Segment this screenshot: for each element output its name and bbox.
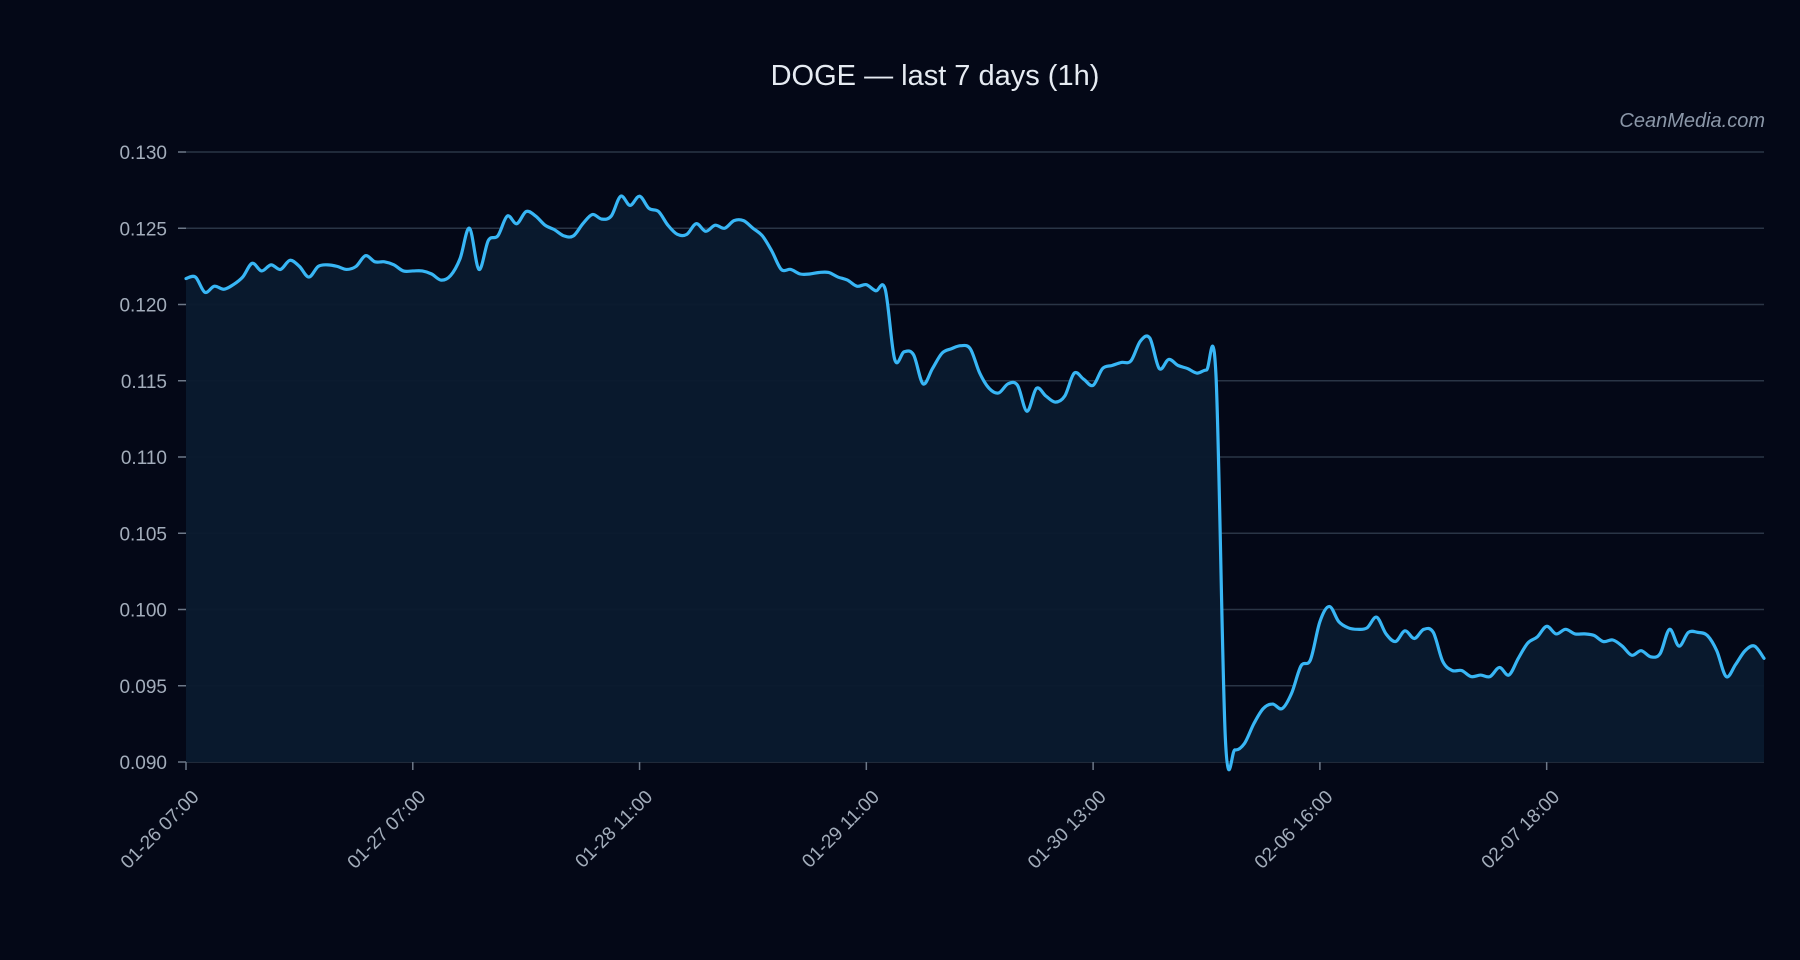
- x-tick-label: 01-29 11:00: [798, 787, 884, 873]
- price-line: [184, 194, 1766, 772]
- y-tick-label: 0.130: [119, 143, 167, 164]
- x-tick-label: 02-07 18:00: [1478, 787, 1565, 874]
- y-tick-label: 0.105: [119, 524, 167, 545]
- y-tick-label: 0.110: [121, 448, 167, 469]
- y-tick-label: 0.125: [119, 219, 167, 240]
- y-tick-label: 0.120: [119, 296, 167, 317]
- x-tick-label: 01-28 11:00: [572, 787, 658, 873]
- x-tick-label: 02-06 16:00: [1251, 787, 1338, 874]
- watermark: CeanMedia.com: [1619, 110, 1765, 132]
- x-tick-label: 01-27 07:00: [344, 787, 431, 874]
- price-area-fill: [186, 196, 1764, 770]
- x-tick-label: 01-30 13:00: [1024, 787, 1111, 874]
- y-tick-label: 0.090: [119, 753, 167, 774]
- chart-title: DOGE — last 7 days (1h): [771, 60, 1100, 92]
- y-tick-label: 0.095: [119, 677, 167, 698]
- y-tick-label: 0.115: [121, 372, 167, 393]
- x-axis-tick-labels: 01-26 07:00 01-27 07:00 01-28 11:00 01-29 1…: [117, 787, 1564, 874]
- y-tick-label: 0.100: [119, 601, 167, 622]
- y-axis-tick-labels: 0.090 0.095 0.100 0.105 0.110 0.115 0.120 0.125…: [119, 143, 167, 774]
- x-tick-label: 01-26 07:00: [117, 787, 204, 874]
